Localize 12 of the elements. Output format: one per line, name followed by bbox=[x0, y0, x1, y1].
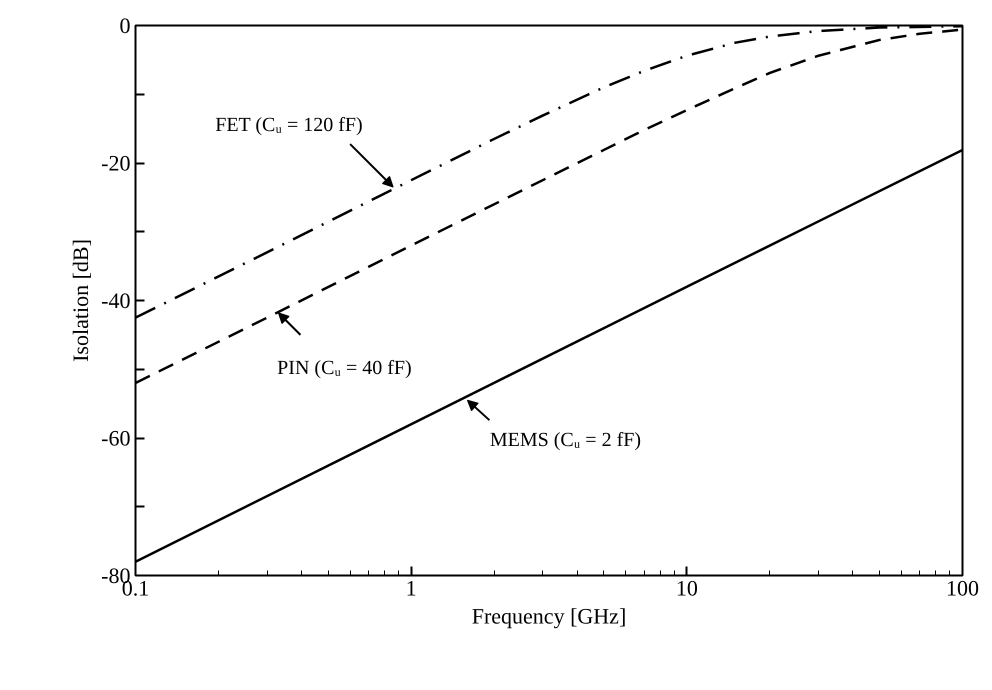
y-tick-label: -60 bbox=[101, 426, 130, 450]
y-axis-title: Isolation [dB] bbox=[68, 239, 94, 362]
annotation: MEMS (Cᵤ = 2 fF) bbox=[490, 429, 642, 452]
y-tick-label: 0 bbox=[120, 13, 130, 38]
x-tick-label: 100 bbox=[946, 576, 979, 600]
annotation: FET (Cᵤ = 120 fF) bbox=[215, 114, 363, 136]
y-tick-label: -40 bbox=[101, 288, 130, 313]
x-axis-title: Frequency [GHz] bbox=[472, 604, 626, 628]
annotation: PIN (Cᵤ = 40 fF) bbox=[277, 356, 412, 379]
x-tick-label: 1 bbox=[406, 576, 417, 600]
y-tick-label: -20 bbox=[101, 150, 130, 176]
x-tick-label: 10 bbox=[676, 576, 698, 600]
